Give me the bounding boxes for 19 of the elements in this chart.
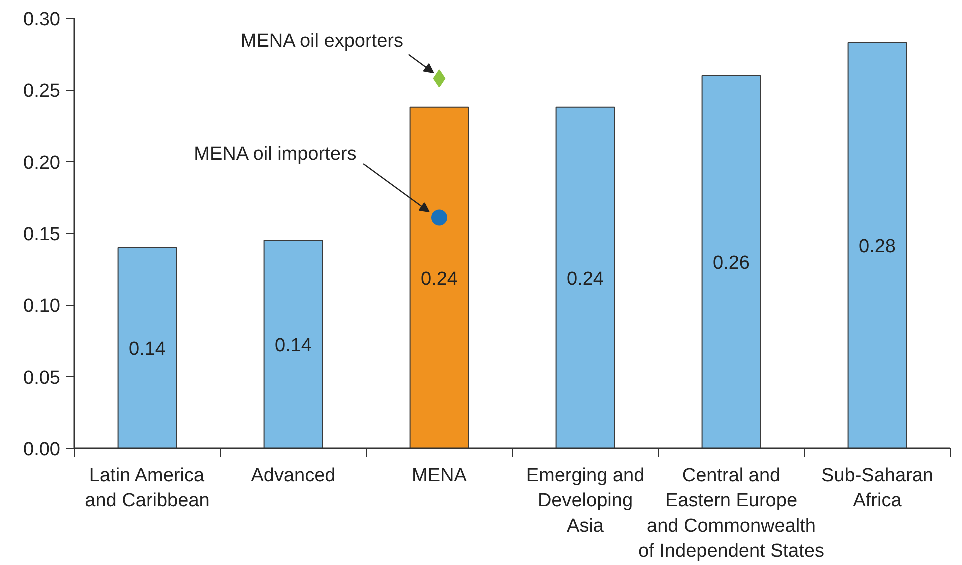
y-tick-label: 0.30	[24, 10, 61, 30]
y-tick-label: 0.25	[24, 81, 61, 102]
text: MENA oil exporters	[240, 30, 404, 52]
data-label: 0.26	[713, 253, 750, 274]
data-label: 0.14	[275, 336, 312, 357]
text: MENA oil importers	[194, 144, 357, 166]
y-tick-label: 0.10	[24, 296, 61, 318]
y-tick-label: 0.20	[24, 152, 61, 174]
data-label: 0.14	[129, 339, 166, 360]
y-tick-label: 0.15	[24, 224, 61, 246]
data-label: 0.28	[859, 236, 896, 258]
y-tick-label: 0.05	[24, 368, 61, 389]
y-tick-label: 0.00	[24, 440, 61, 460]
x-tick-label: Latin America and Caribbean	[85, 466, 210, 512]
x-tick-label: Sub-Saharan Africa	[822, 466, 934, 512]
x-tick-label: Advanced	[251, 466, 336, 486]
data-label: 0.24	[421, 268, 458, 290]
data-label: 0.24	[567, 268, 604, 290]
x-tick-label: MENA	[412, 466, 468, 486]
